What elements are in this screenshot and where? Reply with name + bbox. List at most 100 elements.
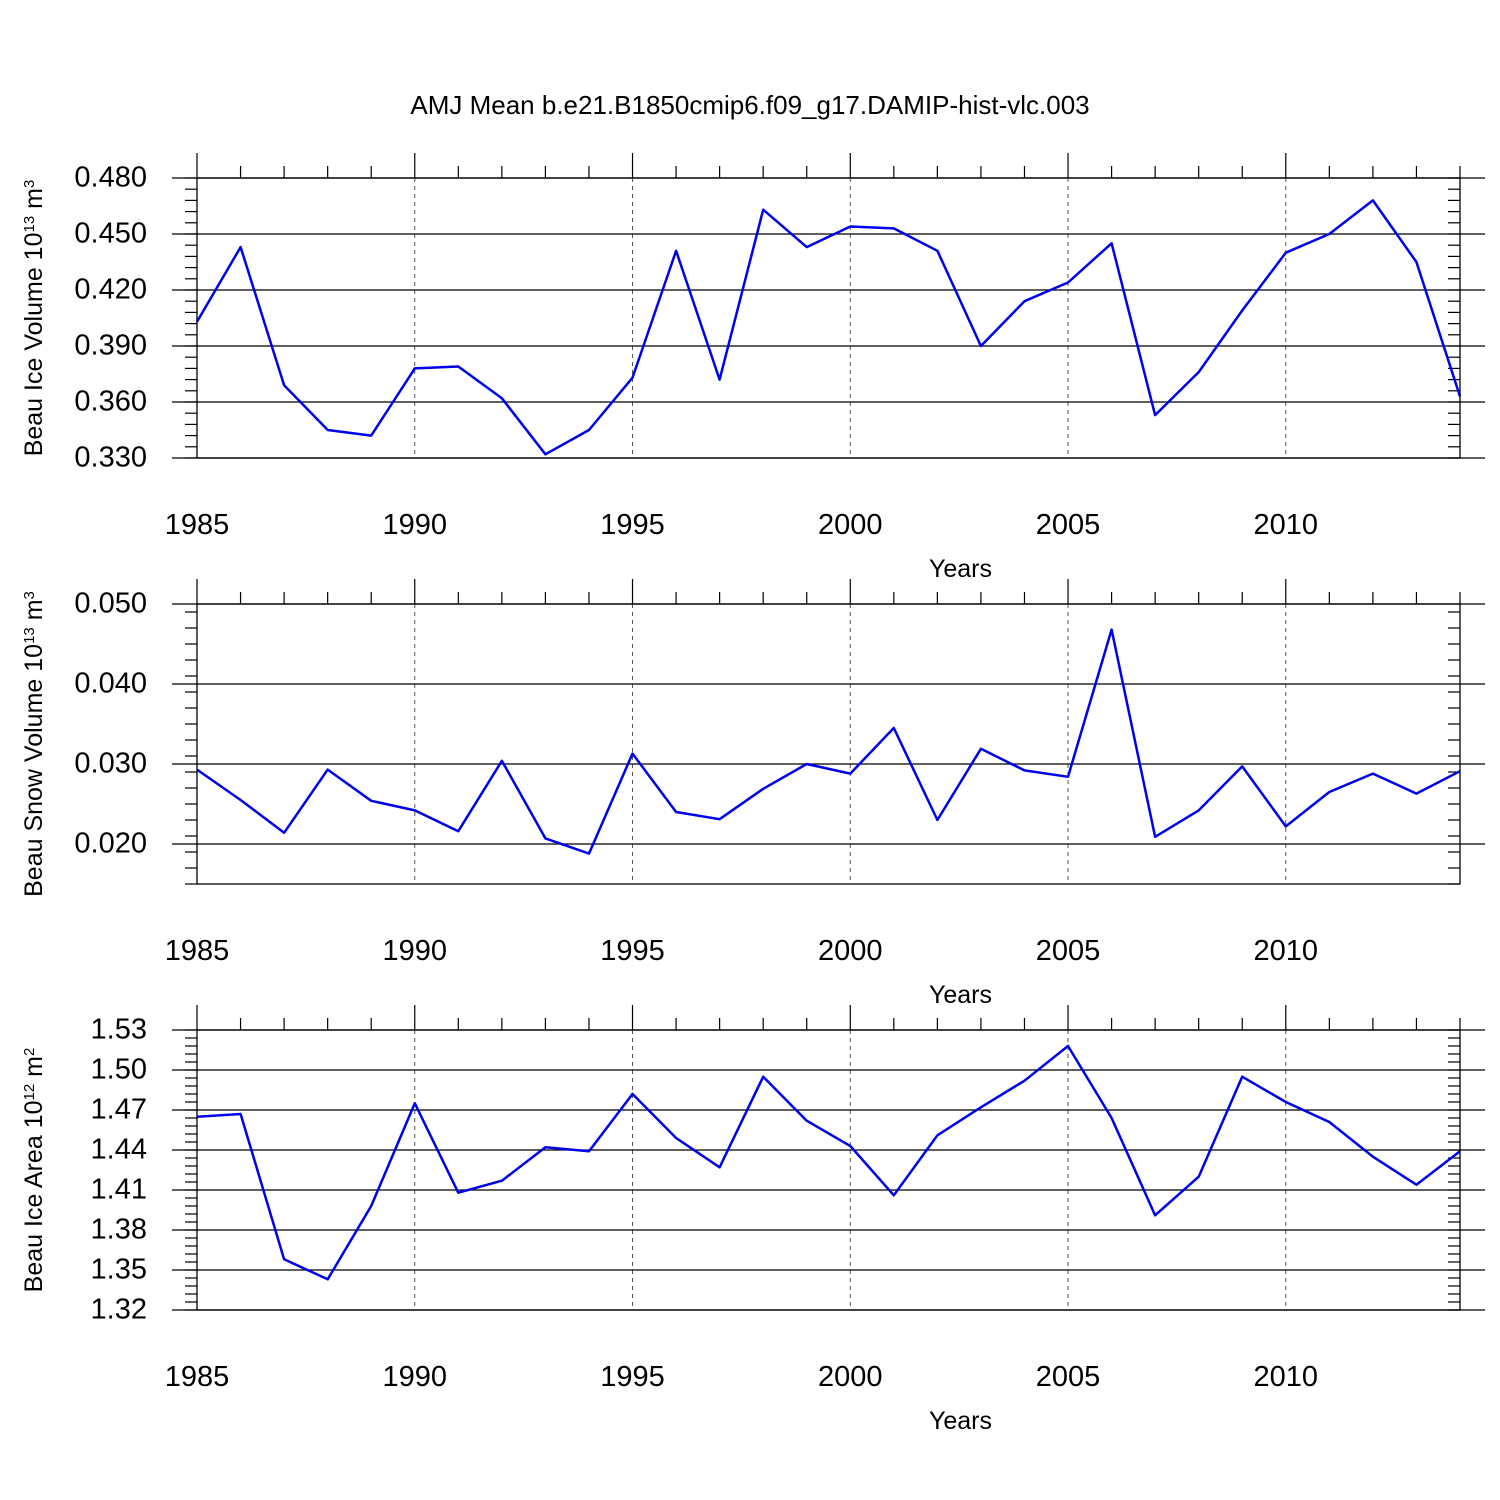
snow-volume-data-point [892, 726, 896, 730]
ice-area-data-point [413, 1101, 417, 1105]
ice-volume-data-point [1240, 309, 1244, 313]
ice-volume-data-point [413, 366, 417, 370]
ice-volume-y-axis-label: Beau Ice Volume 1013 m3 [20, 180, 48, 457]
ice-volume-y-tick-label: 0.390 [74, 330, 147, 362]
ice-area-y-tick-label: 1.53 [91, 1014, 147, 1046]
ice-volume-data-point [1110, 241, 1114, 245]
ice-area-y-tick-label: 1.50 [91, 1054, 147, 1086]
snow-volume-data-point [1240, 764, 1244, 768]
ice-area-x-tick-label: 2000 [818, 1361, 883, 1393]
snow-volume-data-point [1284, 824, 1288, 828]
snow-volume-data-point [1327, 790, 1331, 794]
snow-volume-data-point [239, 798, 243, 802]
ice-volume-data-point [239, 245, 243, 249]
snow-volume-data-point [369, 799, 373, 803]
snow-volume-x-tick-label: 1990 [383, 935, 448, 967]
ice-volume-y-tick-label: 0.480 [74, 162, 147, 194]
ice-area-y-tick-label: 1.32 [91, 1294, 147, 1326]
ice-area-data-point [587, 1149, 591, 1153]
panel-snow-volume: 0.020 0.030 0.040 0.050 1985 1990 1995 2000 2005… [20, 579, 1485, 1009]
snow-volume-data-point [1110, 628, 1114, 632]
snow-volume-data-point [413, 808, 417, 812]
snow-volume-x-tick-label: 2005 [1036, 935, 1101, 967]
ice-volume-data-point [1414, 260, 1418, 264]
snow-volume-data-point [326, 768, 330, 772]
ice-volume-x-axis-label: Years [929, 555, 992, 583]
snow-volume-data-point [1414, 792, 1418, 796]
ice-volume-x-tick-label: 2000 [818, 509, 883, 541]
snow-volume-data-point [805, 762, 809, 766]
ice-area-plot-frame [196, 1029, 1461, 1311]
snow-volume-y-tick-label: 0.040 [74, 668, 147, 700]
ice-area-data-point [892, 1193, 896, 1197]
ice-area-data-point [1153, 1213, 1157, 1217]
snow-volume-plot-frame [196, 603, 1461, 885]
ice-area-data-point [631, 1092, 635, 1096]
ice-volume-data-point [718, 378, 722, 382]
ice-volume-data-point [1371, 198, 1375, 202]
ice-area-x-tick-label: 2005 [1036, 1361, 1101, 1393]
ice-volume-data-point [631, 376, 635, 380]
snow-volume-data-point [631, 752, 635, 756]
ice-volume-x-tick-label: 1995 [600, 509, 665, 541]
snow-volume-data-point [587, 852, 591, 856]
snow-volume-data-point [1022, 768, 1026, 772]
ice-volume-data-point [805, 245, 809, 249]
ice-volume-x-tick-label: 1990 [383, 509, 448, 541]
ice-area-data-point [1022, 1079, 1026, 1083]
snow-volume-x-tick-label: 2000 [818, 935, 883, 967]
snow-volume-x-axis-label: Years [929, 981, 992, 1009]
panel-ice-volume: 0.330 0.360 0.390 0.420 0.450 0.480 1985 1990 19… [20, 153, 1485, 583]
snow-volume-y-axis-label: Beau Snow Volume 1013 m3 [20, 591, 48, 897]
ice-area-x-axis-label: Years [929, 1407, 992, 1435]
ice-area-data-point [761, 1075, 765, 1079]
ice-area-data-point [979, 1105, 983, 1109]
ice-area-data-point [674, 1136, 678, 1140]
snow-volume-data-point [1153, 835, 1157, 839]
ice-volume-y-tick-label: 0.450 [74, 218, 147, 250]
ice-area-data-point [718, 1165, 722, 1169]
snow-volume-data-point [761, 787, 765, 791]
ice-volume-data-point [848, 225, 852, 229]
snow-volume-data-point [543, 836, 547, 840]
ice-area-data-point [848, 1144, 852, 1148]
ice-volume-series-line [195, 199, 1462, 456]
ice-volume-data-point [500, 396, 504, 400]
snow-volume-x-tick-label: 1995 [600, 935, 665, 967]
ice-area-y-tick-label: 1.47 [91, 1094, 147, 1126]
snow-volume-data-point [1066, 775, 1070, 779]
ice-area-data-point [1197, 1175, 1201, 1179]
snow-volume-x-tick-label: 2010 [1254, 935, 1319, 967]
ice-area-x-tick-label: 2010 [1254, 1361, 1319, 1393]
ice-volume-x-tick-label: 1985 [165, 509, 230, 541]
ice-area-x-tick-label: 1995 [600, 1361, 665, 1393]
snow-volume-data-point [848, 772, 852, 776]
snow-volume-data-point [282, 831, 286, 835]
snow-volume-x-tick-label: 1985 [165, 935, 230, 967]
ice-volume-data-point [587, 428, 591, 432]
snow-volume-data-point [1371, 772, 1375, 776]
ice-area-series-line [196, 1044, 1461, 1281]
ice-area-data-point [1066, 1044, 1070, 1048]
ice-area-data-point [1110, 1116, 1114, 1120]
ice-area-data-point [1327, 1120, 1331, 1124]
ice-area-x-tick-label: 1985 [165, 1361, 230, 1393]
snow-volume-y-tick-label: 0.050 [74, 588, 147, 620]
ice-area-y-tick-label: 1.44 [91, 1134, 147, 1166]
ice-area-data-point [500, 1179, 504, 1183]
snow-volume-data-point [979, 747, 983, 751]
snow-volume-series-line [196, 628, 1461, 855]
snow-volume-data-point [456, 829, 460, 833]
ice-volume-data-point [674, 249, 678, 253]
ice-area-data-point [1414, 1183, 1418, 1187]
ice-area-y-axis-label: Beau Ice Area 1012 m2 [20, 1048, 48, 1293]
ice-volume-data-point [1327, 232, 1331, 236]
ice-area-data-point [1240, 1075, 1244, 1079]
figure-title: AMJ Mean b.e21.B1850cmip6.f09_g17.DAMIP-… [410, 90, 1089, 120]
ice-area-data-point [935, 1133, 939, 1137]
snow-volume-y-tick-label: 0.020 [74, 828, 147, 860]
snow-volume-data-point [500, 759, 504, 763]
snow-volume-y-tick-label: 0.030 [74, 748, 147, 780]
ice-volume-data-point [456, 365, 460, 369]
